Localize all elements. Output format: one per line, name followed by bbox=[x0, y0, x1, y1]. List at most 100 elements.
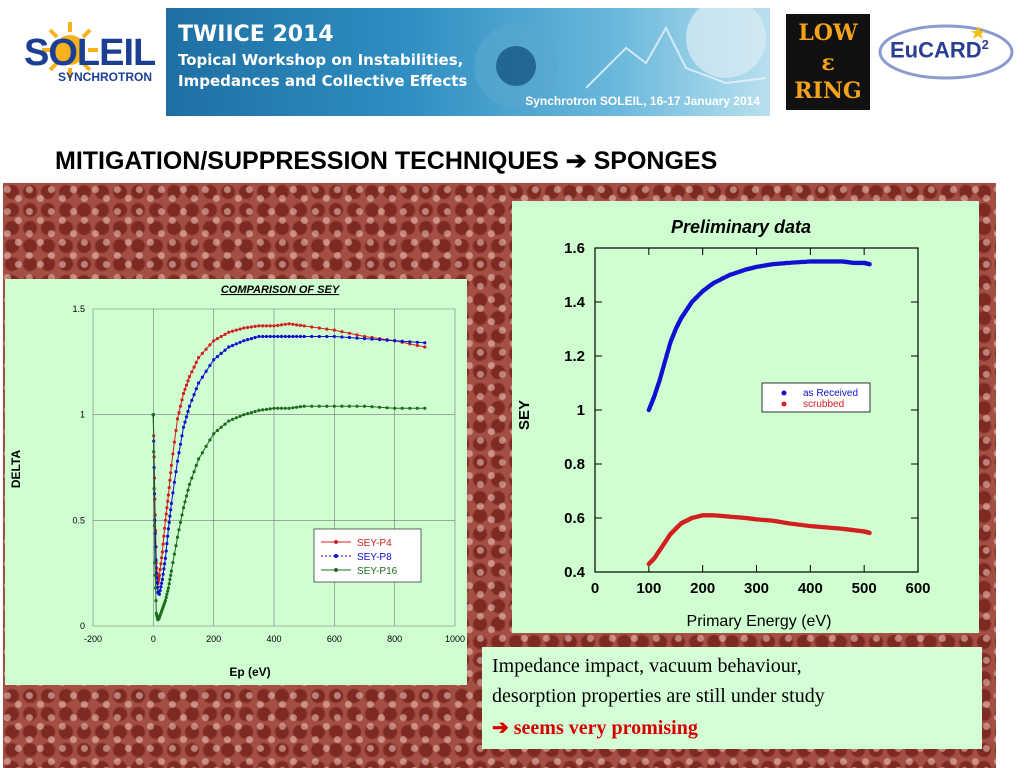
data-point-sey-p16 bbox=[153, 561, 157, 565]
data-point-sey-p4 bbox=[212, 339, 216, 343]
data-point-sey-p4 bbox=[159, 562, 163, 566]
data-point-sey-p8 bbox=[332, 334, 336, 339]
data-point-sey-p16 bbox=[166, 586, 170, 590]
data-point-sey-p4 bbox=[162, 534, 166, 538]
chart2-ytick: 1 bbox=[577, 402, 585, 419]
legend-scrubbed-marker bbox=[781, 401, 787, 407]
chart1-ylabel: DELTA bbox=[9, 450, 23, 489]
data-point-sey-p4 bbox=[160, 556, 164, 560]
data-point-sey-p4 bbox=[287, 322, 291, 326]
data-point-sey-p16 bbox=[264, 407, 269, 411]
data-point-sey-p16 bbox=[181, 506, 186, 510]
data-point-sey-p16 bbox=[200, 451, 204, 455]
data-point-sey-p4 bbox=[253, 324, 257, 328]
chart2-xtick: 500 bbox=[852, 580, 877, 597]
chart1-xtick: -200 bbox=[84, 634, 102, 644]
data-point-sey-p8 bbox=[223, 348, 227, 352]
data-point-sey-p4 bbox=[190, 370, 194, 374]
data-point-sey-p4 bbox=[192, 365, 196, 369]
data-point-sey-p16 bbox=[172, 552, 176, 556]
chart2-xtick: 300 bbox=[744, 580, 769, 597]
data-point-sey-p4 bbox=[310, 325, 314, 329]
data-point-sey-p16 bbox=[393, 406, 397, 410]
conclusion-promising: seems very promising bbox=[513, 717, 698, 739]
data-point-sey-p8 bbox=[204, 369, 208, 373]
data-point-sey-p8 bbox=[181, 425, 186, 429]
data-point-sey-p16 bbox=[272, 406, 276, 410]
data-point-sey-p4 bbox=[187, 375, 192, 379]
chart1-xlabel: Ep (eV) bbox=[229, 665, 270, 679]
data-point-sey-p8 bbox=[215, 355, 219, 359]
chart2-xtick: 600 bbox=[905, 580, 930, 597]
data-point-sey-p4 bbox=[283, 322, 287, 326]
data-point-sey-p16 bbox=[238, 414, 242, 418]
chart2-ylabel: SEY bbox=[516, 400, 533, 430]
preliminary-data-svg: Preliminary data Primary Energy (eV) SEY… bbox=[516, 217, 931, 630]
data-point-sey-p4 bbox=[163, 526, 167, 530]
data-point-sey-p8 bbox=[158, 589, 162, 593]
data-point-sey-p4 bbox=[181, 391, 186, 396]
chart2-ytick: 0.6 bbox=[564, 510, 585, 527]
data-point-sey-p8 bbox=[302, 334, 306, 339]
lowring-bottom: RING bbox=[794, 78, 862, 104]
data-point-sey-p4 bbox=[223, 332, 227, 336]
data-point-sey-p8 bbox=[257, 334, 261, 339]
data-point-sey-p8 bbox=[169, 501, 173, 505]
data-point-sey-p8 bbox=[208, 363, 212, 368]
lowring-top: LOW bbox=[798, 20, 858, 46]
arrow-icon: ➔ bbox=[565, 147, 587, 175]
data-point-sey-p8 bbox=[174, 470, 178, 474]
data-point-sey-p4 bbox=[279, 323, 284, 327]
data-point-sey-p16 bbox=[177, 528, 181, 532]
data-point-sey-p16 bbox=[253, 409, 257, 414]
data-point-sey-p8 bbox=[276, 334, 280, 339]
data-point-sey-p16 bbox=[175, 535, 180, 539]
data-point-sey-p8 bbox=[370, 337, 374, 341]
data-point-sey-p8 bbox=[279, 334, 284, 339]
data-point-sey-p8 bbox=[238, 340, 242, 344]
sey-comparison-svg: COMPARISON OF SEY Ep (eV) DELTA -200 0 200… bbox=[9, 284, 465, 679]
data-point-sey-p8 bbox=[184, 415, 189, 419]
data-point-sey-p8 bbox=[194, 387, 198, 391]
data-point-sey-p16 bbox=[249, 411, 253, 415]
data-point-sey-p8 bbox=[355, 336, 359, 340]
data-point-sey-p16 bbox=[219, 425, 223, 429]
data-point-sey-p16 bbox=[261, 408, 265, 412]
data-point-sey-p16 bbox=[423, 406, 427, 410]
data-point-sey-p16 bbox=[408, 406, 412, 410]
data-point-sey-p16 bbox=[257, 408, 261, 412]
data-point-sey-p8 bbox=[249, 337, 253, 341]
chart1-ytick: 0 bbox=[80, 621, 85, 631]
legend-p4-label: SEY-P4 bbox=[357, 538, 392, 549]
data-point-sey-p4 bbox=[163, 518, 167, 522]
data-point-sey-p4 bbox=[169, 471, 173, 475]
data-point-sey-p4 bbox=[317, 326, 321, 330]
data-point-sey-p16 bbox=[152, 450, 156, 454]
data-point-sey-p16 bbox=[192, 470, 196, 474]
data-point-sey-p4 bbox=[184, 383, 189, 387]
data-point-sey-p8 bbox=[393, 339, 397, 343]
banner-line-1: Topical Workshop on Instabilities, bbox=[178, 51, 464, 69]
chart2-legend: as Received scrubbed bbox=[761, 382, 871, 413]
data-point-sey-p16 bbox=[174, 544, 178, 548]
data-point-sey-p4 bbox=[298, 323, 302, 327]
data-point-sey-p4 bbox=[295, 323, 299, 327]
data-point-sey-p16 bbox=[378, 405, 382, 409]
data-point-sey-p4 bbox=[423, 345, 427, 349]
data-point-sey-p8 bbox=[246, 338, 250, 342]
data-point-sey-p16 bbox=[194, 463, 198, 467]
data-point-sey-p8 bbox=[227, 345, 231, 349]
data-point-sey-p16 bbox=[215, 428, 219, 433]
data-point-sey-p4 bbox=[161, 542, 165, 546]
data-point-sey-p16 bbox=[415, 406, 419, 410]
legend-scrubbed-label: scrubbed bbox=[803, 399, 844, 410]
eucard-swoosh bbox=[878, 24, 1014, 80]
data-point-sey-p4 bbox=[197, 356, 201, 360]
data-point-sey-p4 bbox=[177, 411, 181, 415]
slide-header: SOLEIL SYNCHROTRON TWIICE 2014 Topical W… bbox=[0, 0, 1024, 130]
data-point-sey-p16 bbox=[152, 524, 157, 528]
data-point-sey-p8 bbox=[197, 381, 201, 385]
chart2-ytick: 0.8 bbox=[564, 456, 585, 473]
data-point-sey-p16 bbox=[180, 513, 184, 517]
data-point-sey-p8 bbox=[325, 334, 329, 339]
